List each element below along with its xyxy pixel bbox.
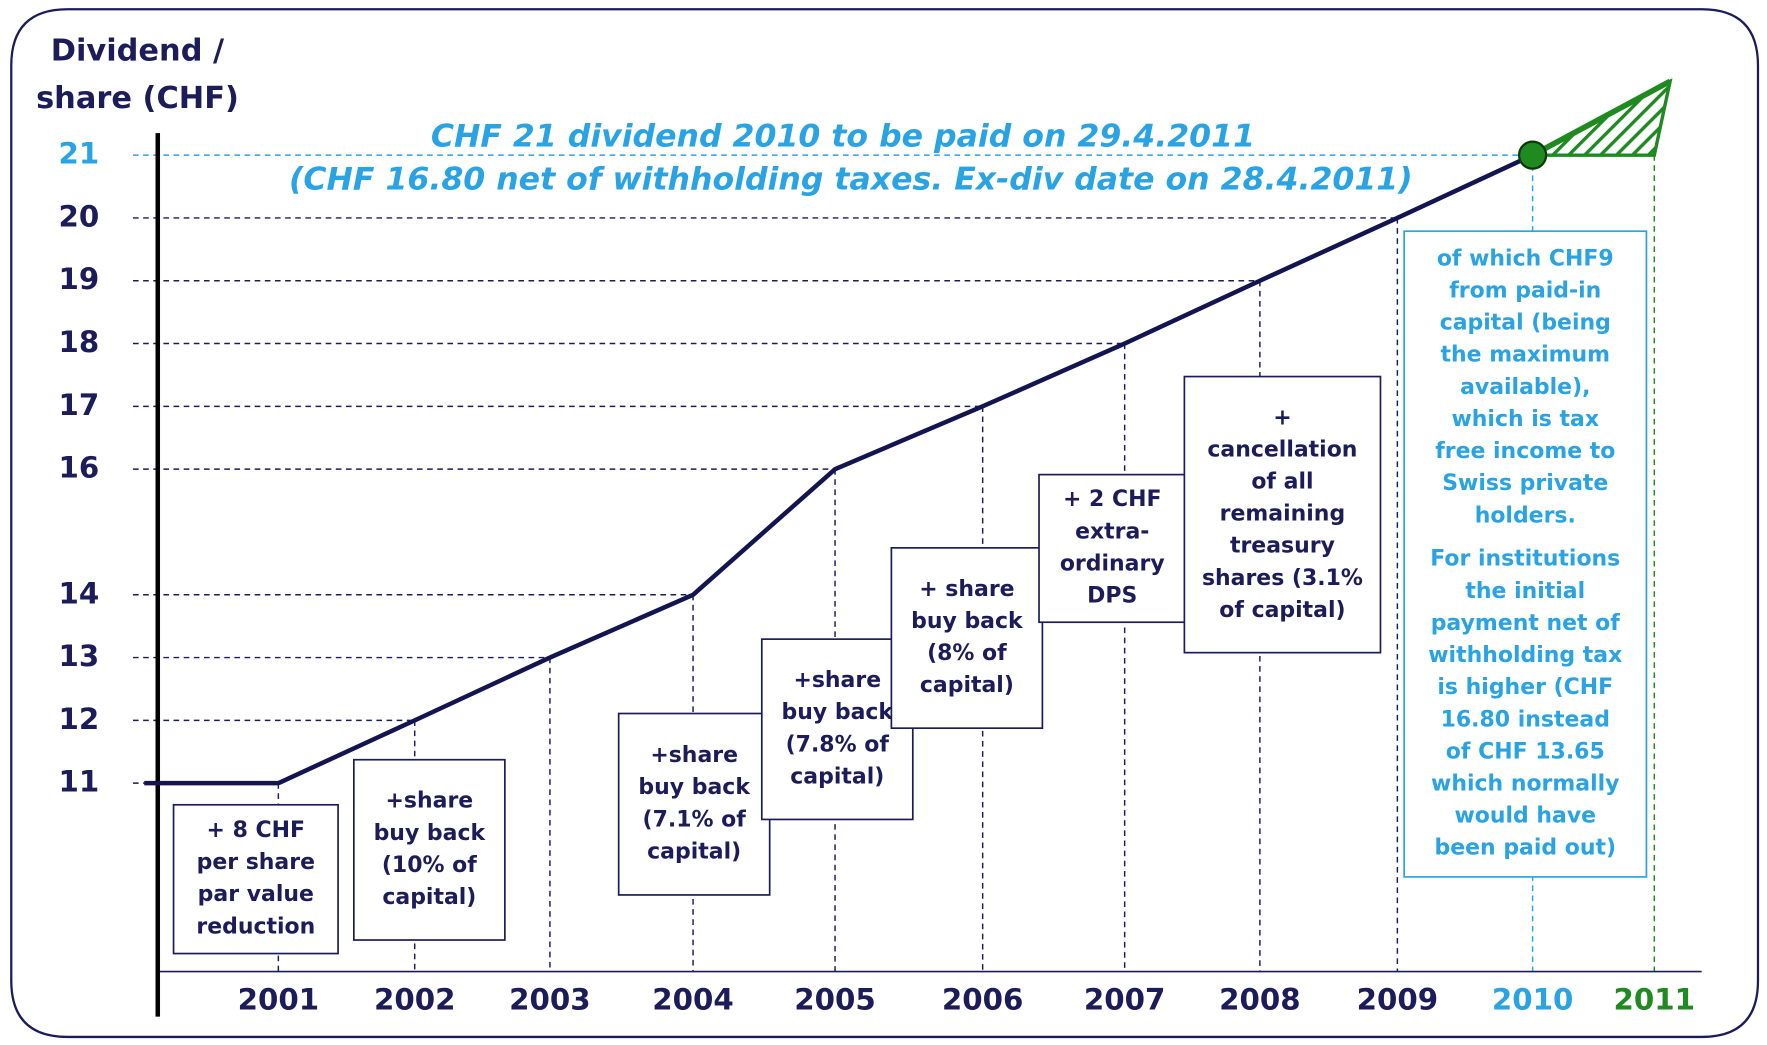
y-tick-label: 20 xyxy=(59,199,100,233)
x-tick-label: 2004 xyxy=(652,982,734,1016)
y-tick-label: 19 xyxy=(59,262,100,296)
x-tick-label: 2001 xyxy=(238,982,320,1016)
y-tick-label: 17 xyxy=(59,388,100,422)
y-axis-label: share (CHF) xyxy=(36,81,239,116)
annotation-text: of which CHF9 xyxy=(1437,246,1614,271)
y-tick-label: 12 xyxy=(59,702,100,736)
annotation-text: buy back xyxy=(638,775,751,800)
annotation-text: ordinary xyxy=(1060,551,1165,576)
x-tick-label: 2005 xyxy=(794,982,876,1016)
annotation-text: (8% of xyxy=(927,641,1007,666)
frame xyxy=(10,8,1760,1039)
annotation-text: capital) xyxy=(382,885,476,910)
x-tick-label: 2011 xyxy=(1614,982,1696,1016)
line xyxy=(277,153,1534,786)
annotation-text: +share xyxy=(386,789,474,814)
annotation-text: been paid out) xyxy=(1435,836,1617,861)
annotation-text: of all xyxy=(1251,469,1313,494)
annotation-text: buy back xyxy=(782,700,895,725)
annotation-text: the initial xyxy=(1465,579,1585,604)
y-tick-label: 14 xyxy=(59,576,100,610)
annotation-box xyxy=(1403,230,1648,878)
annotation-text: For institutions xyxy=(1430,547,1620,572)
annotation-text: of capital) xyxy=(1219,598,1345,623)
annotation-text: (7.1% of xyxy=(643,807,747,832)
annotation-text: from paid-in xyxy=(1449,278,1601,303)
note: (CHF 16.80 net of withholding taxes. Ex-… xyxy=(289,161,1413,197)
annotation-text: capital) xyxy=(647,839,741,864)
annotation-text: remaining xyxy=(1220,502,1346,527)
annotation-text: buy back xyxy=(374,821,487,846)
annotation-text: per share xyxy=(197,850,315,875)
y-axis-label: Dividend / xyxy=(51,34,225,69)
x-tick-label: 2003 xyxy=(509,982,591,1016)
annotation-text: capital) xyxy=(920,673,1014,698)
annotation-text: cancellation xyxy=(1207,437,1357,462)
annotation-text: + share xyxy=(919,577,1014,602)
annotation-text: of CHF 13.65 xyxy=(1446,739,1605,764)
annotation-box xyxy=(890,547,1044,730)
annotation-text: (10% of xyxy=(382,853,477,878)
annotation-text: treasury xyxy=(1230,534,1335,559)
note: CHF 21 dividend 2010 to be paid on 29.4.… xyxy=(431,119,1255,155)
annotation-text: capital (being xyxy=(1440,311,1611,336)
annotation-box xyxy=(617,712,771,896)
annotation-text: payment net of xyxy=(1431,611,1621,636)
annotation-box xyxy=(172,803,339,955)
growth-edge xyxy=(1531,78,1672,158)
x-tick-label: 2006 xyxy=(942,982,1024,1016)
x-tick-label: 2002 xyxy=(374,982,456,1016)
annotation-text: shares (3.1% xyxy=(1202,566,1363,591)
y-tick-label: 11 xyxy=(59,765,100,799)
annotation-text: buy back xyxy=(911,609,1024,634)
annotation-text: holders. xyxy=(1475,503,1576,528)
annotation-text: +share xyxy=(793,668,881,693)
annotation-text: the maximum xyxy=(1441,343,1611,368)
annotation-text: + xyxy=(1273,405,1291,430)
annotation-text: +share xyxy=(650,743,738,768)
annotation-box xyxy=(760,638,914,821)
annotation-text: + 8 CHF xyxy=(207,818,306,843)
annotation-box xyxy=(1183,375,1382,654)
x-tick-label: 2007 xyxy=(1084,982,1165,1016)
x-tick-label: 2010 xyxy=(1492,982,1573,1016)
annotation-text: is higher (CHF xyxy=(1437,675,1613,700)
annotation-text: capital) xyxy=(790,764,884,789)
annotation-text: available), xyxy=(1460,375,1590,400)
y-tick-label: 13 xyxy=(59,639,100,673)
annotation-text: DPS xyxy=(1087,584,1137,609)
annotation-text: extra- xyxy=(1075,519,1149,544)
annotation-text: + 2 CHF xyxy=(1063,487,1162,512)
x-tick-label: 2009 xyxy=(1357,982,1438,1016)
annotation-text: free income to xyxy=(1435,439,1615,464)
annotation-text: which normally xyxy=(1431,772,1619,797)
annotation-text: (7.8% of xyxy=(786,732,890,757)
annotation-text: reduction xyxy=(196,914,315,939)
annotation-text: 16.80 instead xyxy=(1441,707,1610,732)
annotation-text: withholding tax xyxy=(1428,643,1622,668)
annotation-box xyxy=(353,758,506,941)
annotation-text: Swiss private xyxy=(1442,471,1608,496)
y-tick-label: 21 xyxy=(59,137,100,171)
y-tick-label: 16 xyxy=(59,451,100,485)
highlight-point xyxy=(1517,140,1548,170)
x-tick-label: 2008 xyxy=(1219,982,1300,1016)
annotation-text: par value xyxy=(198,882,314,907)
annotation-text: would have xyxy=(1454,804,1596,829)
y-tick-label: 18 xyxy=(59,325,100,359)
annotation-box xyxy=(1038,473,1187,624)
annotation-text: which is tax xyxy=(1452,407,1600,432)
